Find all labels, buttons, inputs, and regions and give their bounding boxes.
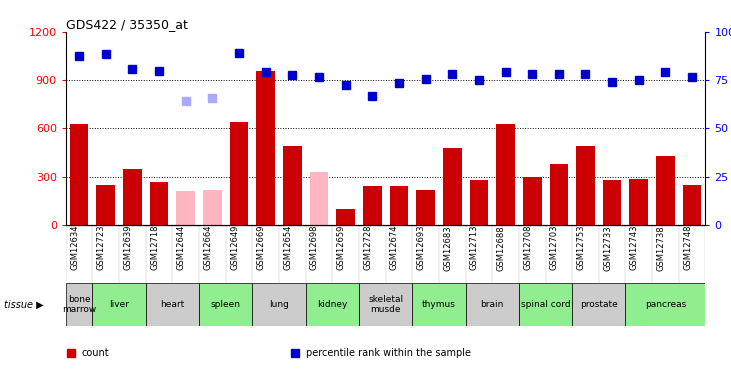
Text: tissue ▶: tissue ▶ [4,300,43,310]
Text: GSM12733: GSM12733 [603,225,612,271]
Bar [466,283,519,326]
Bar [306,283,359,326]
Text: count: count [82,348,110,357]
Bar [359,283,412,326]
Text: GSM12664: GSM12664 [203,225,213,270]
Bar [150,182,168,225]
Text: liver: liver [109,300,129,309]
Bar [145,283,199,326]
Text: heart: heart [160,300,184,309]
Bar [683,185,702,225]
Bar [310,172,328,225]
Text: GSM12743: GSM12743 [630,225,639,270]
Bar [66,283,92,326]
Bar [496,124,515,225]
Bar [519,283,572,326]
Text: GSM12693: GSM12693 [417,225,425,270]
Bar [572,283,626,326]
Text: GSM12723: GSM12723 [96,225,106,270]
Text: pancreas: pancreas [645,300,686,309]
Text: kidney: kidney [317,300,347,309]
Text: GSM12644: GSM12644 [177,225,186,270]
Text: prostate: prostate [580,300,618,309]
Text: GSM12713: GSM12713 [470,225,479,270]
Bar [416,190,435,225]
Text: GSM12674: GSM12674 [390,225,399,270]
Text: GSM12669: GSM12669 [257,225,265,270]
Text: GSM12639: GSM12639 [124,225,132,270]
Bar [626,283,705,326]
Bar [283,146,302,225]
Text: percentile rank within the sample: percentile rank within the sample [306,348,471,357]
Text: bone
marrow: bone marrow [62,295,96,314]
Text: GSM12649: GSM12649 [230,225,239,270]
Bar [176,191,195,225]
Bar [336,209,355,225]
Bar [230,122,249,225]
Text: GSM12748: GSM12748 [683,225,692,270]
Bar [443,148,461,225]
Text: GDS422 / 35350_at: GDS422 / 35350_at [66,18,188,31]
Text: GSM12683: GSM12683 [443,225,452,271]
Bar [629,179,648,225]
Bar [199,283,252,326]
Bar [523,177,542,225]
Bar [92,283,145,326]
Text: spinal cord: spinal cord [520,300,570,309]
Bar [603,180,621,225]
Bar [390,186,408,225]
Text: GSM12718: GSM12718 [150,225,159,270]
Text: GSM12708: GSM12708 [523,225,532,270]
Text: thymus: thymus [422,300,456,309]
Bar [469,180,488,225]
Bar [363,186,382,225]
Text: GSM12703: GSM12703 [550,225,558,270]
Text: GSM12738: GSM12738 [656,225,665,271]
Text: GSM12688: GSM12688 [496,225,506,271]
Bar [252,283,306,326]
Bar [412,283,466,326]
Text: GSM12634: GSM12634 [70,225,79,270]
Bar [656,156,675,225]
Text: brain: brain [480,300,504,309]
Text: GSM12753: GSM12753 [577,225,586,270]
Bar [123,169,142,225]
Bar [69,124,88,225]
Text: spleen: spleen [211,300,240,309]
Bar [576,146,595,225]
Bar [203,190,221,225]
Text: GSM12728: GSM12728 [363,225,372,270]
Bar [550,164,568,225]
Text: skeletal
musde: skeletal musde [368,295,404,314]
Text: GSM12654: GSM12654 [284,225,292,270]
Bar [96,185,115,225]
Text: GSM12659: GSM12659 [337,225,346,270]
Text: lung: lung [269,300,289,309]
Text: GSM12698: GSM12698 [310,225,319,270]
Bar [257,70,275,225]
